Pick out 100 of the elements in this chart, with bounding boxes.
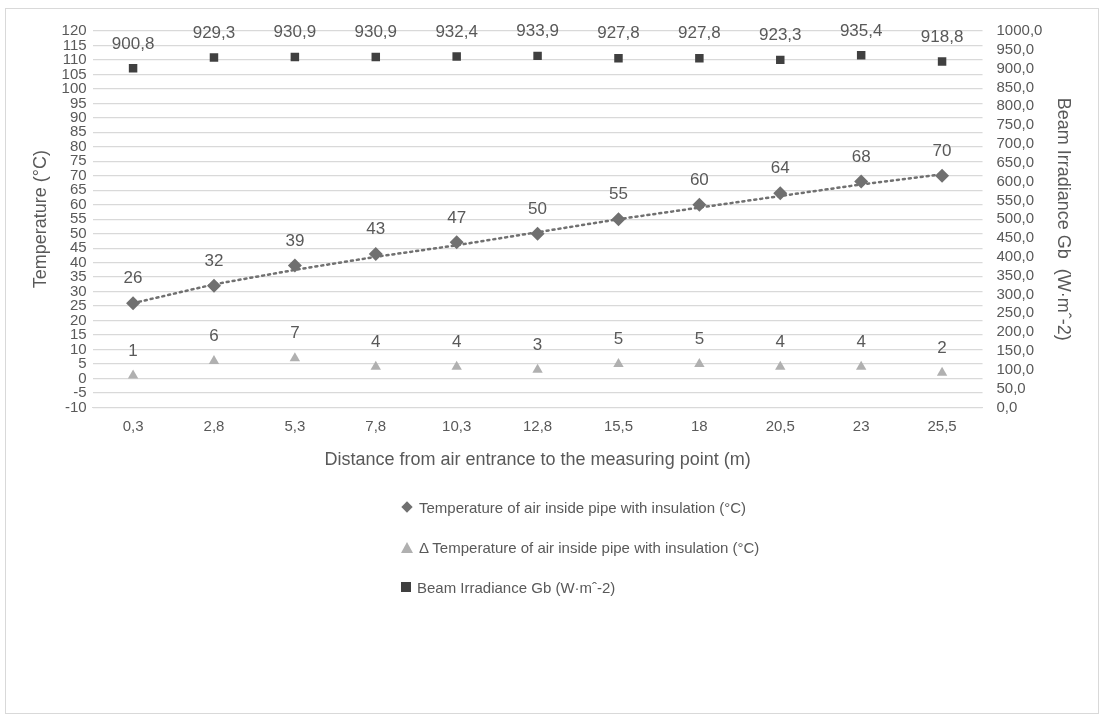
y2-tick-label: 250,0 [996,303,1035,321]
y2-tick-label: 950,0 [996,39,1035,57]
y2-tick-label: 350,0 [996,265,1035,283]
point [776,55,785,65]
point [128,64,138,73]
y2-tick-label: 550,0 [996,190,1035,208]
y2-tick-label: 400,0 [996,246,1035,264]
x-tick-label: 10,3 [442,416,472,434]
data-label: 923,3 [759,25,802,45]
data-label: 43 [366,219,386,239]
data-label: 4 [371,332,381,352]
point [613,357,624,367]
x-axis-title: Distance from air entrance to the measuring point (m) [324,449,751,470]
point [775,360,786,370]
y2-tick-label: 900,0 [996,58,1035,76]
y2-tick-label: 50,0 [996,378,1026,396]
point [533,51,542,61]
data-label: 927,8 [597,23,640,43]
y2-tick-label: 450,0 [996,228,1035,246]
data-label: 4 [775,332,786,352]
data-label: 4 [856,332,866,352]
data-label: 60 [689,169,709,189]
y-tick-label: 90 [69,108,87,125]
data-label: 39 [285,230,305,250]
data-label: 930,9 [273,22,317,42]
y-axis-title: Temperature (°C) [29,150,50,289]
data-label: 918,8 [920,26,964,46]
data-label: 935,4 [839,20,883,40]
legend-label: Temperature of air inside pipe with insulation (°C) [419,498,746,516]
point [855,360,867,370]
y2-tick-label: 750,0 [996,115,1035,133]
x-tick-label: 2,8 [203,416,225,434]
x-tick-label: 25,5 [927,416,957,434]
data-label: 7 [290,323,300,343]
y2-tick-label: 150,0 [996,341,1035,359]
data-label: 927,8 [678,23,721,43]
data-label: 70 [932,140,952,160]
legend-label: Beam Irradiance Gb (W·mˆ-2) [417,578,616,596]
point [530,226,545,241]
point [532,363,543,373]
data-label: 5 [694,329,705,349]
y2-tick-label: 600,0 [996,171,1035,189]
x-tick-label: 18 [691,416,708,434]
data-label: 50 [528,198,548,218]
data-label: 26 [123,268,143,288]
y2-tick-label: 700,0 [996,134,1035,152]
data-label: 929,3 [192,22,236,42]
point [289,352,301,362]
point [449,235,464,250]
point [452,52,461,61]
point [368,246,383,261]
point [854,174,869,189]
data-label: 2 [937,337,947,357]
point [287,258,302,273]
data-label: 5 [613,329,624,349]
point [127,369,139,379]
y2-axis-title: Beam Irradiance Gb (W·mˆ-2) [1054,97,1075,341]
y2-tick-label: 200,0 [996,322,1035,340]
y2-tick-label: 650,0 [996,152,1035,170]
point [856,51,866,60]
point [206,278,221,293]
point [451,360,462,370]
y2-tick-label: 100,0 [996,359,1035,377]
data-label: 900,8 [111,33,155,53]
x-tick-label: 23 [852,416,870,434]
y2-tick-label: 0,0 [996,397,1018,415]
data-label: 4 [451,332,462,352]
data-label: 932,4 [435,21,478,41]
x-tick-label: 20,5 [765,416,795,434]
x-tick-label: 0,3 [122,416,144,434]
point [611,212,626,227]
point [694,357,705,367]
data-label: 6 [209,326,219,346]
data-label: 64 [770,158,790,178]
point [370,360,381,370]
y2-tick-label: 500,0 [996,209,1035,227]
data-label: 933,9 [516,21,559,41]
point [773,186,788,201]
point [936,366,948,376]
x-tick-label: 7,8 [365,416,387,434]
data-label: 930,9 [354,22,398,42]
point [937,57,947,66]
data-label: 68 [851,146,871,166]
point [695,53,704,63]
data-label: 47 [447,207,467,227]
x-tick-label: 5,3 [284,416,306,434]
data-label: 32 [204,250,224,270]
y2-tick-label: 850,0 [996,77,1035,95]
point [126,296,141,311]
point [209,53,219,62]
point [614,53,623,63]
y2-tick-label: 1000,0 [996,21,1043,39]
x-tick-label: 12,8 [522,416,553,434]
y2-tick-label: 300,0 [996,284,1035,302]
data-label: 55 [609,184,628,204]
legend-label: Δ Temperature of air inside pipe with insulation (°C) [419,538,760,556]
y2-tick-label: 800,0 [996,96,1035,114]
data-label: 1 [128,340,138,360]
x-tick-label: 15,5 [603,416,634,434]
data-label: 3 [532,334,543,354]
